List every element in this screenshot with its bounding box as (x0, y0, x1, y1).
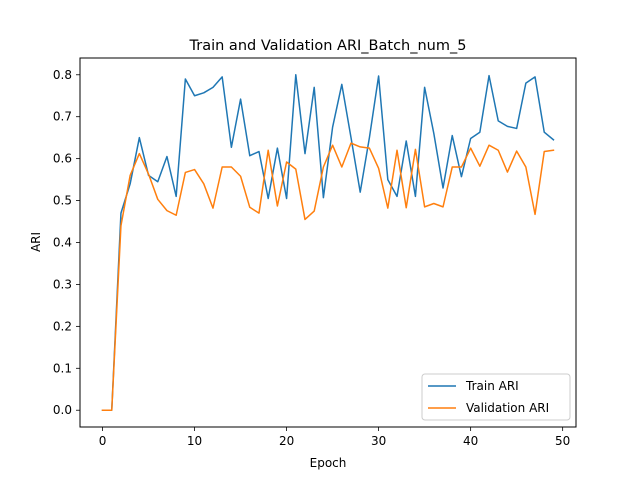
x-axis-ticks: 0 10 20 30 40 50 (99, 427, 570, 448)
x-tick-label: 0 (99, 434, 107, 448)
y-tick-label: 0.3 (53, 277, 72, 291)
x-axis-label: Epoch (310, 456, 347, 470)
series-lines (101, 74, 555, 411)
legend-box (421, 373, 571, 421)
x-tick-label: 40 (463, 434, 478, 448)
x-tick-label: 30 (371, 434, 386, 448)
y-tick-label: 0.6 (53, 152, 72, 166)
y-tick-label: 0.4 (53, 236, 72, 250)
y-tick-label: 0.0 (53, 403, 72, 417)
legend-label-validation: Validation ARI (466, 401, 549, 415)
y-tick-label: 0.7 (53, 110, 72, 124)
y-tick-label: 0.8 (53, 68, 72, 82)
legend-label-train: Train ARI (465, 379, 519, 393)
y-axis-label: ARI (29, 232, 43, 252)
y-tick-label: 0.2 (53, 319, 72, 333)
x-tick-label: 10 (187, 434, 202, 448)
x-tick-label: 20 (279, 434, 294, 448)
y-axis-ticks: 0.0 0.1 0.2 0.3 0.4 0.5 0.6 0.7 0.8 (53, 68, 80, 417)
legend: Train ARI Validation ARI (421, 373, 571, 421)
y-tick-label: 0.1 (53, 361, 72, 375)
x-tick-label: 50 (555, 434, 570, 448)
chart-title: Train and Validation ARI_Batch_num_5 (189, 38, 467, 54)
y-tick-label: 0.5 (53, 194, 72, 208)
series-line-validation (101, 142, 555, 411)
series-line-train (101, 74, 555, 411)
